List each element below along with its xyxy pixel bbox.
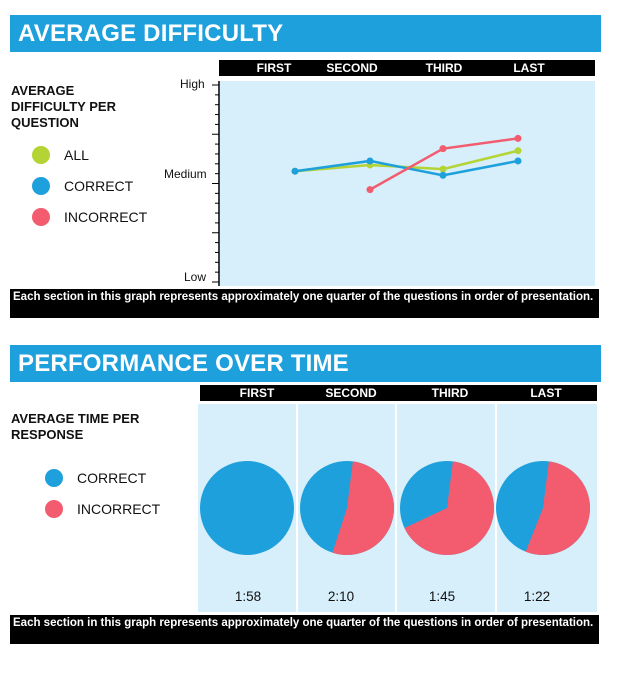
legend-label-correct-2: CORRECT xyxy=(77,470,147,486)
y-tick-low: Low xyxy=(184,270,207,284)
data-point-correct xyxy=(514,157,522,165)
performance-col-third: THIRD xyxy=(431,386,469,400)
performance-legend-correct: CORRECT xyxy=(45,469,146,487)
data-point-correct xyxy=(291,167,299,175)
difficulty-col-second: SECOND xyxy=(326,61,378,75)
performance-footer-note: Each section in this graph represents ap… xyxy=(10,615,599,644)
legend-dot-incorrect-2 xyxy=(45,500,63,518)
time-third: 1:45 xyxy=(428,589,456,604)
difficulty-title: AVERAGE DIFFICULTY xyxy=(10,15,601,52)
legend-label-incorrect: INCORRECT xyxy=(64,209,148,225)
performance-col-second: SECOND xyxy=(325,386,377,400)
data-point-all xyxy=(514,147,522,155)
pie-slice-incorrect-second xyxy=(332,461,395,556)
legend-dot-correct xyxy=(32,177,50,195)
data-point-incorrect xyxy=(439,145,447,153)
difficulty-legend-incorrect: INCORRECT xyxy=(32,208,147,226)
plot-area xyxy=(220,81,595,286)
pie-slice-incorrect-third xyxy=(404,461,495,556)
difficulty-col-third: THIRD xyxy=(425,61,463,75)
data-point-incorrect xyxy=(366,186,374,194)
legend-label-incorrect-2: INCORRECT xyxy=(77,501,161,517)
difficulty-legend-correct: CORRECT xyxy=(32,177,133,195)
y-tick-high: High xyxy=(180,77,205,91)
difficulty-col-first: FIRST xyxy=(256,61,292,75)
pie-slice-correct-first xyxy=(200,461,294,555)
difficulty-line-chart xyxy=(212,81,595,286)
performance-col-last: LAST xyxy=(530,386,562,400)
performance-legend-incorrect: INCORRECT xyxy=(45,500,160,518)
difficulty-col-last: LAST xyxy=(513,61,545,75)
performance-chart-label: AVERAGE TIME PER RESPONSE xyxy=(11,411,140,442)
difficulty-footer-note: Each section in this graph represents ap… xyxy=(10,289,599,318)
data-point-all xyxy=(439,165,447,173)
legend-dot-incorrect xyxy=(32,208,50,226)
pie-slice-incorrect-last xyxy=(525,461,590,556)
time-first: 1:58 xyxy=(234,589,262,604)
performance-col-first: FIRST xyxy=(239,386,275,400)
time-second: 2:10 xyxy=(327,589,355,604)
legend-label-all: ALL xyxy=(64,147,89,163)
difficulty-legend-all: ALL xyxy=(32,146,89,164)
data-point-correct xyxy=(366,157,374,165)
difficulty-chart-label: AVERAGE DIFFICULTY PER QUESTION xyxy=(11,83,116,130)
legend-dot-all xyxy=(32,146,50,164)
legend-label-correct: CORRECT xyxy=(64,178,134,194)
performance-title: PERFORMANCE OVER TIME xyxy=(10,345,601,382)
time-last: 1:22 xyxy=(523,589,551,604)
data-point-correct xyxy=(439,171,447,179)
data-point-incorrect xyxy=(514,134,522,142)
legend-dot-correct-2 xyxy=(45,469,63,487)
y-tick-medium: Medium xyxy=(164,167,207,181)
difficulty-column-header-bar: FIRST SECOND THIRD LAST xyxy=(219,60,595,76)
performance-column-header-bar: FIRST SECOND THIRD LAST xyxy=(200,385,597,401)
